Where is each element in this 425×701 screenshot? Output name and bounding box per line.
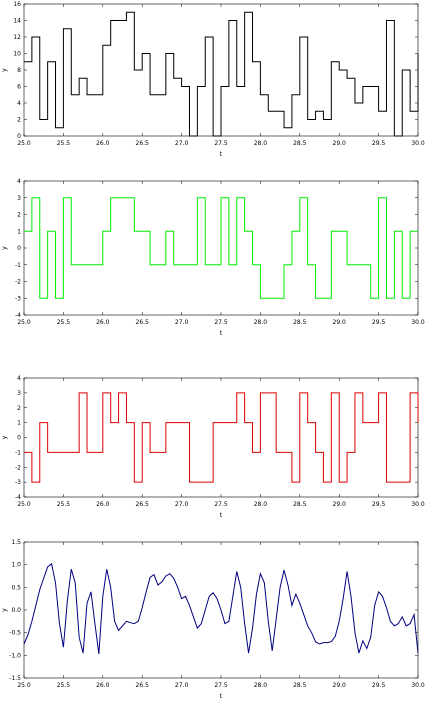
y-tick-label: -1 [15,449,21,456]
x-tick-label: 25.0 [17,319,31,326]
x-tick-label: 27.0 [175,501,189,508]
y-tick-label: 4 [17,100,21,107]
x-tick-label: 25.5 [57,140,71,147]
x-tick-label: 26.0 [96,682,110,689]
x-tick-label: 25.0 [17,501,31,508]
x-tick-label: 25.5 [57,682,71,689]
x-tick-label: 26.5 [136,319,150,326]
y-tick-label: 12 [13,34,21,41]
y-tick-label: 10 [13,51,21,58]
x-tick-label: 28.0 [254,319,268,326]
x-tick-label: 27.0 [175,140,189,147]
y-tick-label: -1 [15,262,21,269]
y-tick-label: 16 [13,1,21,8]
x-axis-label: t [220,329,223,337]
x-tick-label: 25.0 [17,140,31,147]
x-axis-label: t [220,150,223,158]
y-axis-label: y [0,435,8,439]
y-axis-label: y [0,68,8,72]
y-tick-label: -2 [15,279,21,286]
subplot-2: 25.0 25.5 26.0 26.5 27.0 27.5 28.0 28.5 29.0 29.5… [0,178,425,337]
x-tick-label: 29.5 [372,140,386,147]
x-tick-label: 28.5 [293,501,307,508]
x-tick-label: 25.5 [57,319,71,326]
x-axis-label: t [220,692,223,700]
x-tick-label: 29.5 [372,682,386,689]
x-tick-label: 26.0 [96,140,110,147]
x-tick-label: 30.0 [411,501,425,508]
y-tick-label: 6 [17,84,21,91]
x-tick-label: 30.0 [411,140,425,147]
y-tick-label: 2 [17,117,21,124]
y-tick-label: 2 [17,405,21,412]
y-tick-label: -3 [15,295,21,302]
y-tick-label: 0 [17,245,21,252]
x-tick-label: 29.0 [333,501,347,508]
y-tick-label: 1 [17,228,21,235]
x-tick-label: 30.0 [411,319,425,326]
y-axis-label: y [0,246,8,250]
x-tick-label: 29.0 [333,682,347,689]
x-axis-label: t [220,511,223,519]
y-tick-label: 0.5 [11,584,21,591]
y-tick-label: 3 [17,390,21,397]
y-tick-label: -0.5 [9,630,21,637]
x-tick-label: 28.5 [293,682,307,689]
x-tick-label: 28.5 [293,319,307,326]
subplot-1: 25.0 25.5 26.0 26.5 27.0 27.5 28.0 28.5 29.0 29.5… [0,1,425,158]
y-tick-label: -1.5 [9,675,21,682]
y-tick-label: 14 [13,18,21,25]
y-tick-label: 2 [17,212,21,219]
x-tick-label: 29.0 [333,319,347,326]
subplot-4: 25.0 25.5 26.0 26.5 27.0 27.5 28.0 28.5 29.0 29.5… [0,539,425,700]
x-tick-label: 27.0 [175,319,189,326]
y-tick-label: 0 [17,133,21,140]
x-tick-label: 26.0 [96,319,110,326]
x-tick-label: 29.5 [372,319,386,326]
y-axis-label: y [0,608,8,612]
x-tick-label: 26.5 [136,501,150,508]
y-tick-label: 1.0 [11,562,21,569]
x-tick-label: 25.0 [17,682,31,689]
y-tick-label: 1 [17,420,21,427]
series-line [24,197,418,299]
x-tick-label: 28.5 [293,140,307,147]
y-tick-label: -4 [15,312,21,319]
x-tick-label: 29.5 [372,501,386,508]
y-tick-label: 0.0 [11,607,21,614]
x-tick-label: 30.0 [411,682,425,689]
y-tick-label: 1.5 [11,539,21,546]
y-tick-label: 4 [17,375,21,382]
x-tick-label: 28.0 [254,682,268,689]
x-tick-label: 29.0 [333,140,347,147]
x-tick-label: 27.5 [214,501,228,508]
x-tick-label: 27.5 [214,682,228,689]
subplot-3: 25.0 25.5 26.0 26.5 27.0 27.5 28.0 28.5 29.0 29.5… [0,375,425,519]
x-tick-label: 26.5 [136,682,150,689]
x-tick-label: 26.0 [96,501,110,508]
y-tick-label: 0 [17,435,21,442]
y-tick-label: 3 [17,195,21,202]
y-tick-label: -2 [15,464,21,471]
x-tick-label: 28.0 [254,501,268,508]
x-tick-label: 27.5 [214,140,228,147]
y-tick-label: 8 [17,67,21,74]
x-tick-label: 28.0 [254,140,268,147]
y-tick-label: -1.0 [9,652,21,659]
series-line [23,562,419,655]
plot-frame [23,377,419,498]
series-line [24,392,419,483]
y-tick-label: -4 [15,494,21,501]
x-tick-label: 25.5 [57,501,71,508]
x-tick-label: 26.5 [136,140,150,147]
x-tick-label: 27.5 [214,319,228,326]
x-tick-label: 27.0 [175,682,189,689]
y-tick-label: -3 [15,479,21,486]
y-tick-label: 4 [17,178,21,185]
series-line [24,11,419,137]
